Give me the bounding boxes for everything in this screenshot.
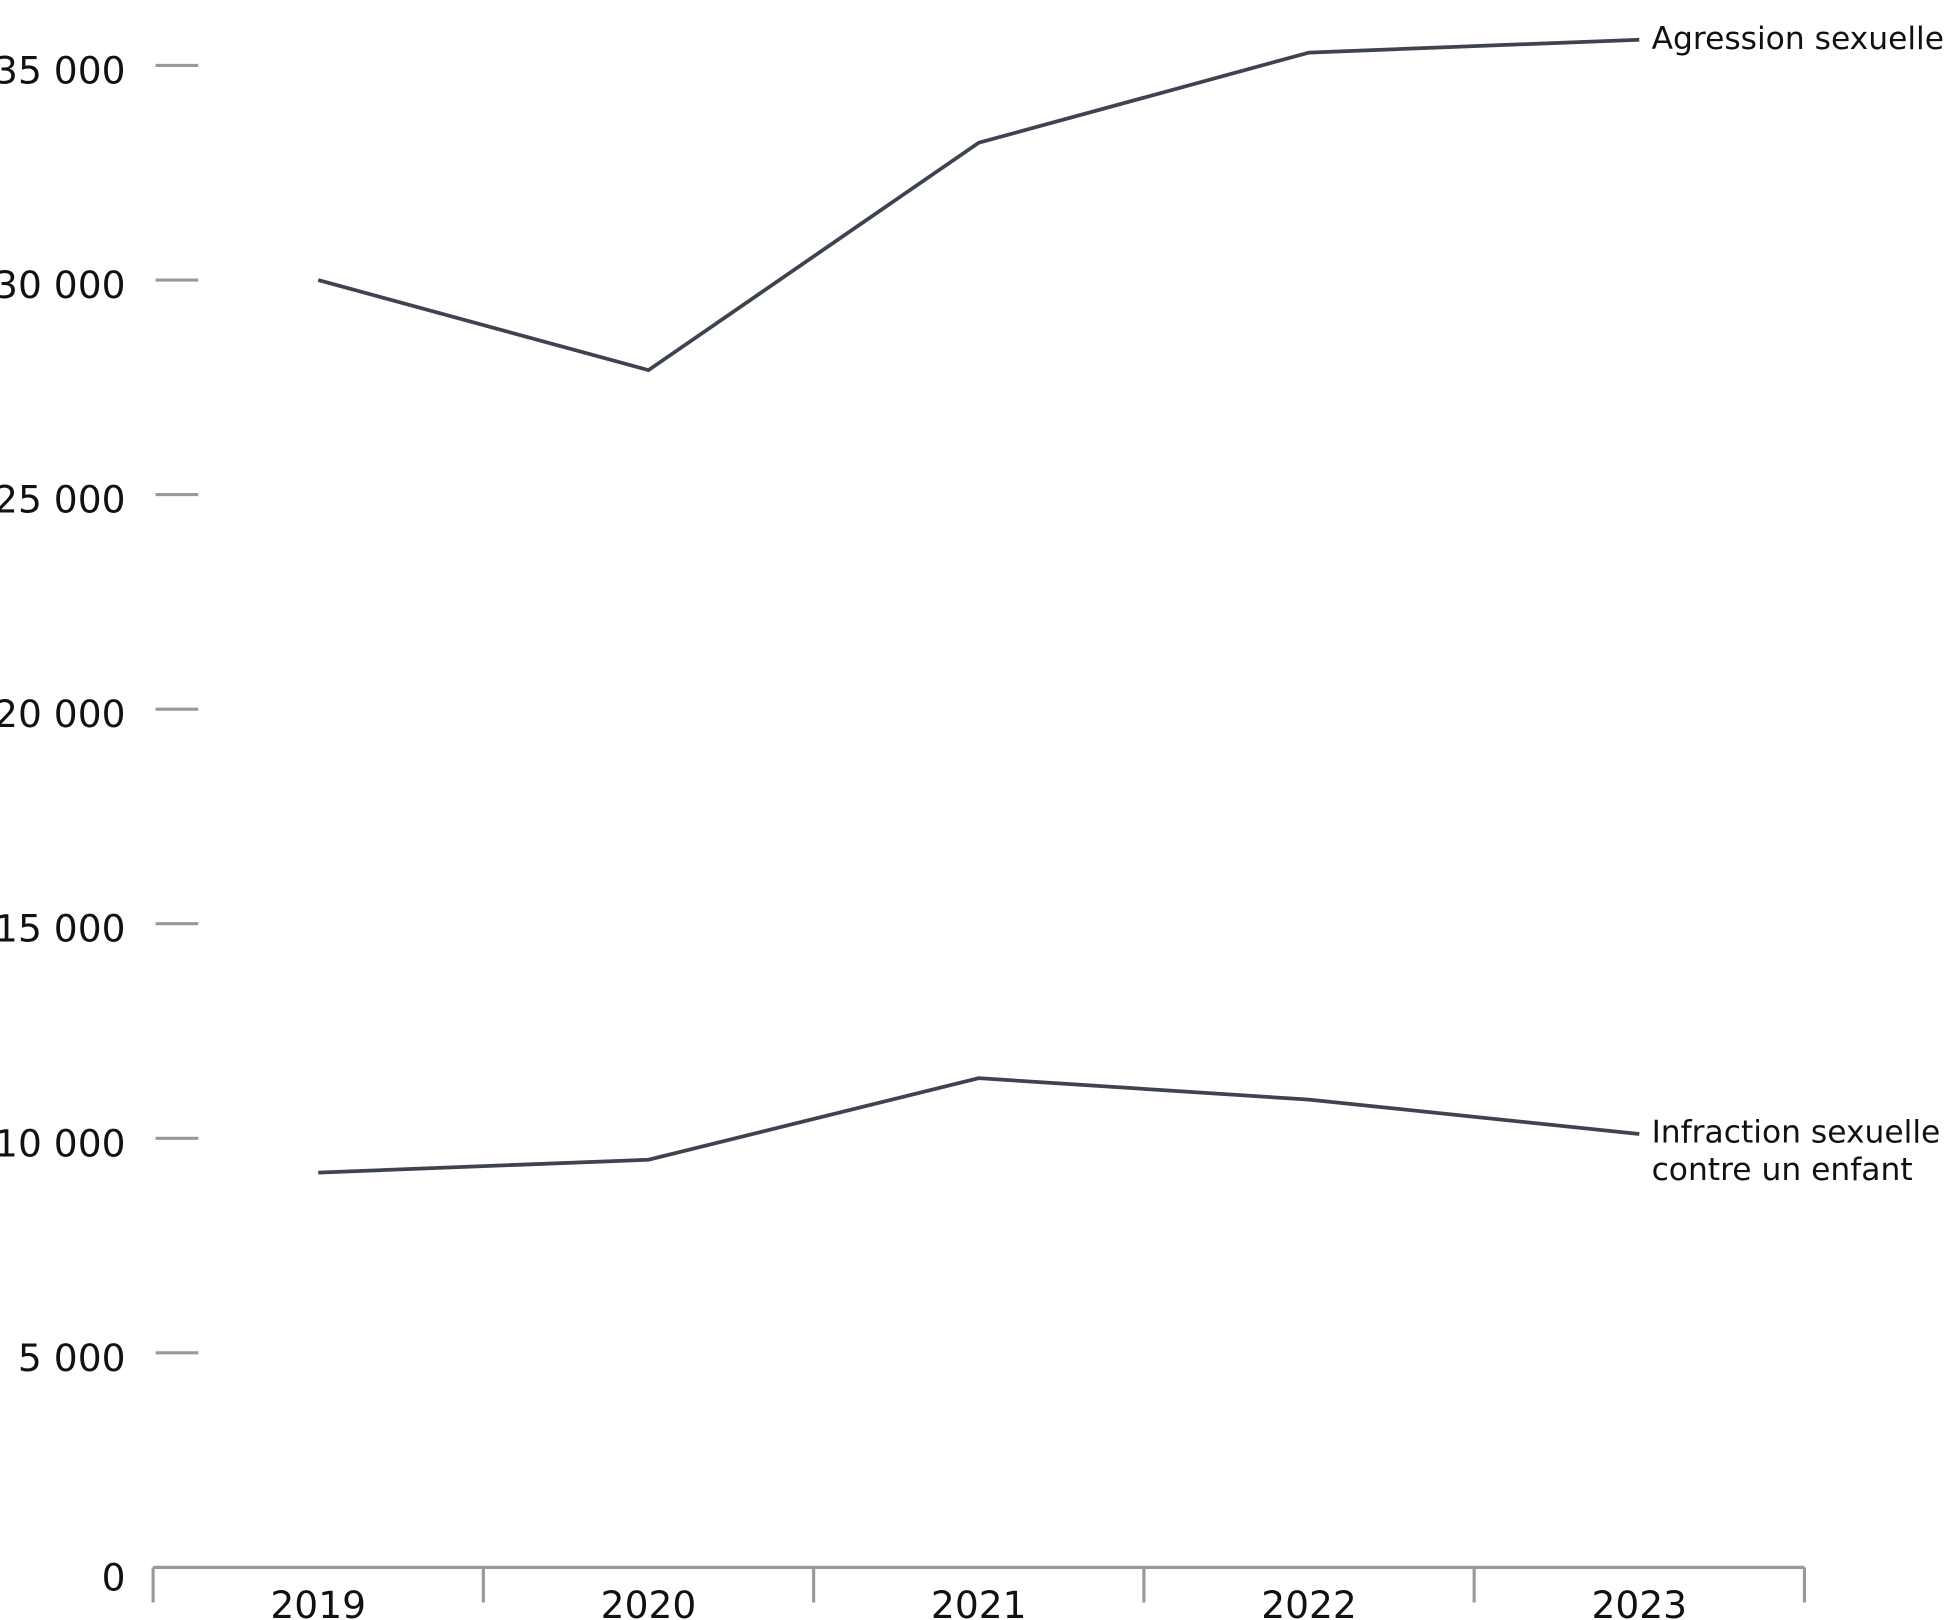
y-tick-label: 30 000: [0, 263, 126, 307]
x-tick-label: 2021: [931, 1583, 1027, 1620]
x-tick-label: 2022: [1261, 1583, 1357, 1620]
series-line: [318, 1076, 1640, 1175]
series-label: Agression sexuelle: [1651, 19, 1945, 56]
y-tick-label: 10 000: [0, 1121, 126, 1165]
x-tick-label: 2019: [270, 1583, 366, 1620]
x-tick-label: 2023: [1591, 1583, 1687, 1620]
y-tick-label: 15 000: [0, 907, 126, 951]
y-tick-label: 0: [102, 1555, 126, 1599]
series-label-box: Agression sexuelle: [1651, 19, 1945, 56]
series-line: [317, 37, 1640, 373]
series-label-box: Infraction sexuelle contre un enfant: [1651, 1113, 1941, 1188]
series-label: Infraction sexuelle contre un enfant: [1651, 1113, 1941, 1188]
y-tick-label: 20 000: [0, 692, 126, 736]
y-tick-label: 35 000: [0, 48, 126, 92]
x-tick-label: 2020: [601, 1583, 697, 1620]
y-tick-label: 25 000: [0, 478, 126, 522]
y-tick-label: 5 000: [18, 1336, 126, 1380]
